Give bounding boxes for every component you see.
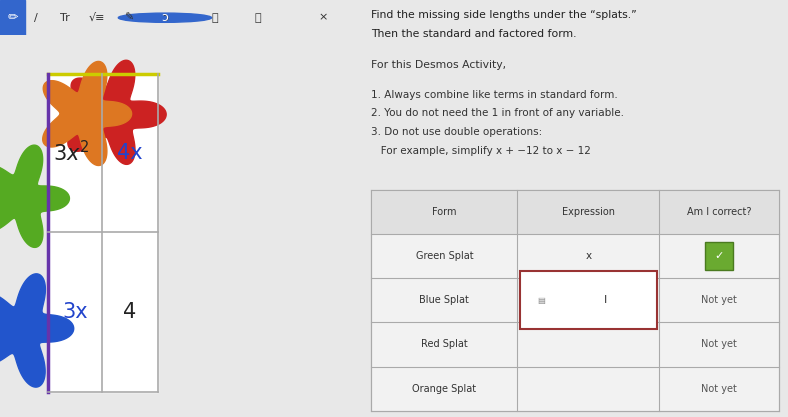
Text: Red Splat: Red Splat	[421, 339, 468, 349]
Text: Blue Splat: Blue Splat	[419, 295, 470, 305]
Bar	[0, 0, 25, 35]
Text: ↄ: ↄ	[162, 11, 169, 24]
Text: Not yet: Not yet	[701, 339, 738, 349]
Polygon shape	[102, 74, 158, 232]
Text: /: /	[34, 13, 38, 23]
FancyBboxPatch shape	[371, 190, 779, 411]
Text: Form: Form	[432, 207, 457, 217]
Text: ⌣: ⌣	[212, 13, 218, 23]
Polygon shape	[48, 232, 102, 392]
Text: For example, simplify x + −12 to x − 12: For example, simplify x + −12 to x − 12	[371, 146, 591, 156]
Polygon shape	[0, 145, 69, 247]
Text: ⌣: ⌣	[255, 13, 262, 23]
Text: Not yet: Not yet	[701, 384, 738, 394]
Text: I: I	[604, 295, 607, 305]
Text: 1. Always combine like terms in standard form.: 1. Always combine like terms in standard…	[371, 90, 618, 100]
Text: 4x: 4x	[117, 143, 143, 163]
Text: 3x: 3x	[62, 302, 88, 322]
Text: ✓: ✓	[715, 251, 724, 261]
Text: √≡: √≡	[88, 13, 105, 23]
Text: $3x^2$: $3x^2$	[54, 140, 90, 166]
Text: ✎: ✎	[125, 13, 134, 23]
Polygon shape	[0, 274, 74, 387]
Text: Expression: Expression	[562, 207, 615, 217]
Text: Am I correct?: Am I correct?	[687, 207, 752, 217]
Text: Find the missing side lengths under the “splats.”: Find the missing side lengths under the …	[371, 10, 637, 20]
FancyBboxPatch shape	[705, 243, 734, 270]
Text: 4: 4	[124, 302, 136, 322]
Polygon shape	[43, 61, 132, 166]
Text: x: x	[585, 251, 591, 261]
Text: ×: ×	[318, 13, 327, 23]
Text: Then the standard and factored form.: Then the standard and factored form.	[371, 29, 577, 39]
Text: ↄ: ↄ	[162, 13, 168, 23]
Polygon shape	[48, 74, 102, 232]
Text: For this Desmos Activity,: For this Desmos Activity,	[371, 60, 507, 70]
Polygon shape	[68, 60, 166, 164]
Circle shape	[118, 13, 211, 23]
FancyBboxPatch shape	[371, 190, 779, 234]
FancyBboxPatch shape	[519, 271, 657, 329]
Text: ▤: ▤	[537, 296, 545, 305]
Text: Orange Splat: Orange Splat	[412, 384, 477, 394]
Text: 3. Do not use double operations:: 3. Do not use double operations:	[371, 127, 543, 137]
Text: Green Splat: Green Splat	[415, 251, 474, 261]
Text: ✏: ✏	[7, 11, 18, 24]
Text: 2. You do not need the 1 in front of any variable.: 2. You do not need the 1 in front of any…	[371, 108, 624, 118]
Text: Tr: Tr	[60, 13, 69, 23]
Polygon shape	[102, 232, 158, 392]
Text: Not yet: Not yet	[701, 295, 738, 305]
